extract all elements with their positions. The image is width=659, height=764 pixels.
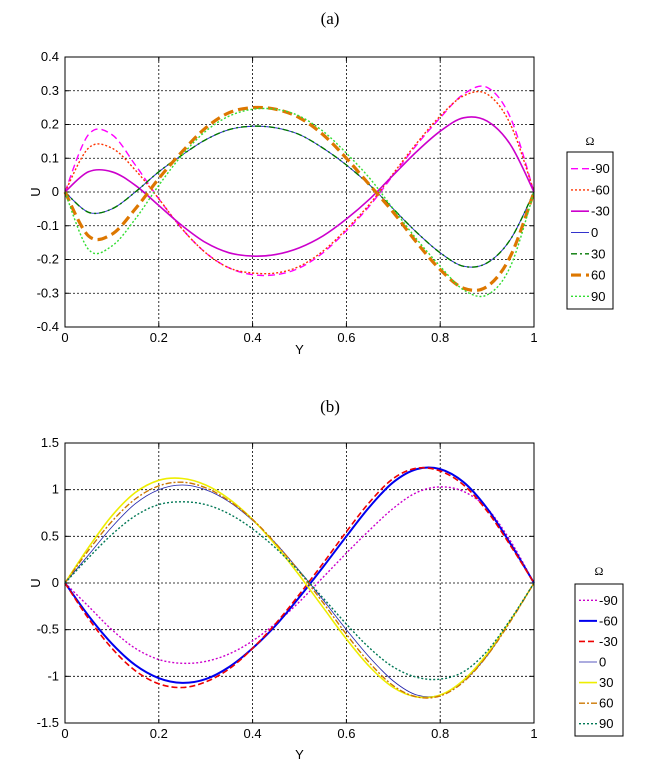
y-tick-label: 1.5 [41,435,59,450]
legend-label-0: 0 [599,655,606,670]
x-tick-label: 0.6 [337,726,355,741]
legend-box [566,151,614,310]
x-tick-label: 1 [530,330,537,345]
series-line--60 [64,466,535,684]
legend-label-90: 90 [599,716,613,731]
y-tick-label: 0.2 [41,117,59,132]
series-line--90 [64,85,535,277]
x-tick-label: 0.2 [150,726,168,741]
y-tick-label: 0 [52,575,59,590]
series-line-30 [64,125,535,268]
x-tick-label: 0.6 [337,330,355,345]
axes-box [64,442,535,724]
legend-title: Ω [595,564,604,578]
legend-label--30: -30 [591,204,610,219]
y-tick-label: -1 [47,668,59,683]
legend-label-60: 60 [591,268,605,283]
x-axis-label: Y [295,747,304,762]
legend-label-30: 30 [599,675,613,690]
legend-box [574,583,624,737]
y-axis-label: U [28,578,43,587]
y-tick-label: -0.3 [37,285,59,300]
legend-label-0: 0 [591,225,598,240]
y-tick-label: 0.3 [41,83,59,98]
y-tick-label: -0.4 [37,319,59,334]
legend-title: Ω [586,134,595,148]
series-line-30 [64,477,535,699]
legend-label-60: 60 [599,696,613,711]
x-tick-label: 1 [530,726,537,741]
y-tick-label: 1 [52,482,59,497]
series-line-90 [64,107,535,298]
x-tick-label: 0 [61,330,68,345]
y-tick-label: -0.5 [37,622,59,637]
series-line--30 [64,466,535,689]
x-tick-label: 0.4 [244,330,262,345]
y-tick-label: 0.4 [41,49,59,64]
x-tick-label: 0.8 [431,330,449,345]
legend-label--30: -30 [599,634,618,649]
series-line-60 [64,481,535,699]
series-line--60 [64,90,535,275]
panel-b-label: (b) [320,397,340,416]
y-axis-label: U [28,187,43,196]
panel-a-label: (a) [321,9,340,28]
y-tick-label: -0.1 [37,218,59,233]
chart-b: 0 0.2 0.4 0.6 0.8 1 1.5 1 0.5 0 -0.5 -1 -1.5 Y U Ω -90 -6… [28,435,624,762]
y-tick-label: 0.5 [41,528,59,543]
series-line--30 [64,116,535,257]
series-line--90 [64,486,535,665]
x-axis-label: Y [295,342,304,357]
legend-label-90: 90 [591,289,605,304]
series-line-60 [63,105,536,292]
x-tick-label: 0 [61,726,68,741]
chart-a: 0 0.2 0.4 0.6 0.8 1 0.4 0.3 0.2 0.1 0 -0.1 -0.2 -0.3 -… [28,49,614,357]
axes-box [64,56,535,328]
legend-label-30: 30 [591,246,605,261]
series-line-90 [64,501,535,681]
legend-label--90: -90 [599,593,618,608]
x-tick-label: 0.4 [244,726,262,741]
x-tick-label: 0.2 [150,330,168,345]
legend-label--60: -60 [599,613,618,628]
y-tick-label: 0 [52,184,59,199]
legend-label--90: -90 [591,161,610,176]
x-tick-label: 0.8 [431,726,449,741]
y-tick-label: -0.2 [37,252,59,267]
legend-label--60: -60 [591,182,610,197]
y-tick-label: 0.1 [41,150,59,165]
y-tick-label: -1.5 [37,715,59,730]
